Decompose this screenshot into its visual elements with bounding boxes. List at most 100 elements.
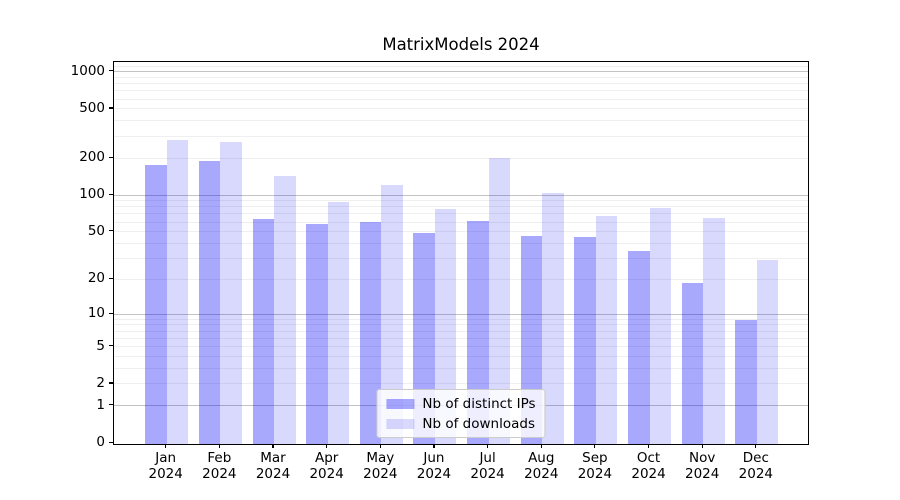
x-tick-label-month: Aug bbox=[528, 450, 555, 466]
x-tick-label-month: Dec bbox=[742, 450, 769, 466]
x-tick-apr bbox=[326, 443, 328, 448]
plot-area: Nb of distinct IPs Nb of downloads bbox=[113, 61, 809, 445]
gridline-y-900 bbox=[114, 76, 808, 78]
bar-may-distinct-ips bbox=[359, 222, 382, 444]
gridline-y-7 bbox=[114, 330, 808, 332]
gridline-y-500 bbox=[114, 108, 808, 110]
gridline-y-50 bbox=[114, 231, 808, 233]
gridline-y-80 bbox=[114, 206, 808, 208]
gridline-y-9 bbox=[114, 318, 808, 320]
gridline-y-600 bbox=[114, 98, 808, 100]
bars-layer bbox=[114, 62, 808, 444]
gridline-y-300 bbox=[114, 135, 808, 137]
x-tick-label-year: 2024 bbox=[631, 465, 666, 482]
x-tick-label-may: May 2024 bbox=[348, 450, 412, 482]
x-tick-feb bbox=[218, 443, 220, 448]
x-tick-may bbox=[379, 443, 381, 448]
y-tick-label-0: 0 bbox=[96, 434, 105, 450]
x-tick-label-sep: Sep 2024 bbox=[563, 450, 627, 482]
bar-aug-downloads bbox=[542, 193, 564, 444]
legend: Nb of distinct IPs Nb of downloads bbox=[376, 389, 546, 438]
y-tick-200 bbox=[109, 156, 113, 158]
bar-may-downloads bbox=[381, 185, 403, 444]
bar-dec-downloads bbox=[756, 259, 779, 444]
bar-sep-downloads bbox=[595, 215, 618, 444]
y-tick-label-1000: 1000 bbox=[70, 62, 105, 79]
x-tick-label-month: Jul bbox=[479, 450, 496, 466]
x-tick-label-oct: Oct 2024 bbox=[617, 450, 681, 482]
x-tick-dec bbox=[755, 443, 757, 448]
gridline-y-5 bbox=[114, 346, 808, 348]
x-tick-label-dec: Dec 2024 bbox=[724, 450, 788, 482]
y-tick-100 bbox=[109, 193, 113, 195]
y-tick-label-50: 50 bbox=[87, 222, 105, 239]
gridline-y-20 bbox=[114, 278, 808, 280]
y-tick-label-100: 100 bbox=[79, 186, 105, 203]
bar-apr-downloads bbox=[327, 202, 350, 444]
x-tick-label-year: 2024 bbox=[577, 465, 613, 482]
bar-jul-distinct-ips bbox=[467, 221, 489, 444]
gridline-y-4 bbox=[114, 356, 808, 358]
gridline-y-30 bbox=[114, 257, 808, 259]
x-tick-label-year: 2024 bbox=[738, 465, 774, 482]
y-tick-1 bbox=[109, 404, 113, 406]
x-tick-label-mar: Mar 2024 bbox=[241, 450, 305, 482]
x-tick-label-apr: Apr 2024 bbox=[295, 450, 359, 482]
chart-title: MatrixModels 2024 bbox=[382, 35, 540, 54]
x-tick-label-year: 2024 bbox=[255, 465, 291, 482]
bar-mar-distinct-ips bbox=[252, 218, 274, 444]
y-tick-label-2: 2 bbox=[96, 374, 105, 391]
legend-item-distinct-ips: Nb of distinct IPs bbox=[386, 395, 536, 412]
gridline-y-90 bbox=[114, 200, 808, 202]
legend-label-distinct-ips: Nb of distinct IPs bbox=[422, 395, 536, 412]
bar-mar-downloads bbox=[274, 176, 296, 444]
x-tick-jun bbox=[433, 443, 435, 448]
gridline-y-1100 bbox=[114, 66, 808, 68]
bar-dec-distinct-ips bbox=[735, 320, 757, 444]
x-tick-label-jul: Jul 2024 bbox=[456, 450, 520, 482]
gridline-y-60 bbox=[114, 221, 808, 223]
y-tick-2 bbox=[109, 382, 113, 384]
bar-sep-distinct-ips bbox=[574, 237, 596, 444]
legend-item-downloads: Nb of downloads bbox=[386, 415, 535, 432]
x-tick-nov bbox=[701, 443, 703, 448]
gridline-y-10 bbox=[114, 313, 808, 315]
y-tick-label-10: 10 bbox=[87, 305, 105, 322]
y-tick-1000 bbox=[109, 70, 113, 72]
gridlines-layer bbox=[114, 62, 808, 444]
bar-jun-downloads bbox=[434, 209, 457, 444]
gridline-y-8 bbox=[114, 324, 808, 326]
y-tick-0 bbox=[109, 441, 113, 443]
y-tick-500 bbox=[109, 107, 113, 109]
x-tick-aug bbox=[540, 443, 542, 448]
gridline-y-400 bbox=[114, 120, 808, 122]
bar-jan-downloads bbox=[166, 140, 189, 444]
gridline-y-2 bbox=[114, 383, 808, 385]
bar-nov-downloads bbox=[703, 218, 725, 444]
x-tick-sep bbox=[594, 443, 596, 448]
bar-oct-downloads bbox=[649, 207, 672, 444]
y-tick-5 bbox=[109, 345, 113, 347]
legend-swatch-downloads bbox=[386, 418, 415, 429]
gridline-y-700 bbox=[114, 90, 808, 92]
x-tick-label-jun: Jun 2024 bbox=[402, 450, 466, 482]
gridline-y-40 bbox=[114, 242, 808, 244]
x-tick-jul bbox=[487, 443, 489, 448]
x-tick-label-month: Jan bbox=[155, 450, 177, 466]
x-tick-label-month: May bbox=[366, 450, 395, 466]
x-tick-label-year: 2024 bbox=[148, 465, 183, 482]
x-tick-label-jan: Jan 2024 bbox=[134, 450, 198, 482]
x-tick-label-year: 2024 bbox=[202, 465, 237, 482]
x-tick-label-month: Sep bbox=[582, 450, 608, 466]
gridline-y-6 bbox=[114, 337, 808, 339]
x-tick-label-year: 2024 bbox=[524, 465, 559, 482]
x-tick-label-aug: Aug 2024 bbox=[509, 450, 573, 482]
y-tick-label-1: 1 bbox=[96, 396, 105, 413]
gridline-y-70 bbox=[114, 213, 808, 215]
x-tick-label-month: Nov bbox=[689, 450, 716, 466]
y-tick-10 bbox=[109, 312, 113, 314]
gridline-y-200 bbox=[114, 157, 808, 159]
